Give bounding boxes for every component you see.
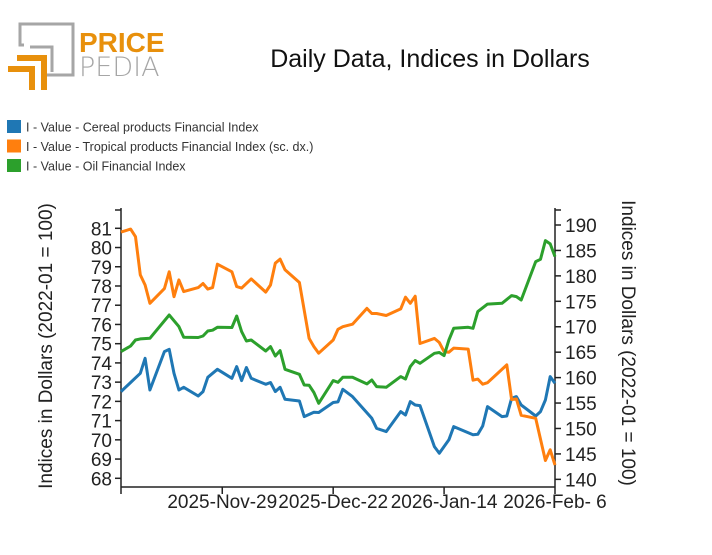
pricepedia-logo: PRICE PEDIA (8, 22, 165, 90)
y-axis-label-right: Indices in Dollars (2022-01 = 100) (617, 200, 638, 486)
y-tick-label-right: 190 (565, 216, 597, 237)
x-tick-label: 2025-Nov-29 (167, 492, 277, 513)
y-tick-label: 81 (91, 219, 112, 240)
plot-lines (119, 227, 557, 466)
y-tick-label: 78 (91, 277, 112, 298)
y-tick-label: 80 (91, 239, 112, 260)
y-tick-label-right: 160 (565, 369, 597, 390)
x-tick-label: 2025-Dec-22 (278, 492, 388, 513)
y-tick-label-right: 180 (565, 267, 597, 288)
y-axis-label-left: Indices in Dollars (2022-01 = 100) (36, 203, 57, 489)
y-tick-label-right: 155 (565, 394, 597, 415)
y-tick-label: 79 (91, 258, 112, 279)
y-tick-label: 69 (91, 450, 112, 471)
y-tick-label: 72 (91, 392, 112, 413)
y-tick-label: 75 (91, 335, 112, 356)
series-line (119, 347, 557, 455)
logo-text-bottom: PEDIA (79, 52, 160, 83)
y-tick-label-right: 165 (565, 343, 597, 364)
y-tick-label-right: 145 (565, 445, 597, 466)
y-tick-label: 76 (91, 315, 112, 336)
legend: I - Value - Cereal products Financial In… (7, 120, 313, 174)
logo-text-top: PRICE (79, 27, 165, 58)
legend-swatch (7, 139, 21, 153)
y-tick-label: 71 (91, 412, 112, 433)
y-tick-label: 77 (91, 296, 112, 317)
y-tick-label: 74 (91, 354, 113, 375)
legend-swatch (7, 120, 21, 133)
y-tick-label: 68 (91, 469, 112, 490)
y-tick-label-right: 140 (565, 470, 597, 491)
y-tick-label-right: 185 (565, 241, 597, 262)
y-tick-label: 73 (91, 373, 112, 394)
y-tick-label: 70 (91, 431, 112, 452)
x-tick-label: 2026-Jan-14 (391, 492, 498, 513)
y-tick-label-right: 170 (565, 318, 597, 339)
legend-label: I - Value - Oil Financial Index (26, 160, 186, 174)
legend-label: I - Value - Cereal products Financial In… (26, 121, 259, 135)
legend-label: I - Value - Tropical products Financial … (26, 140, 313, 154)
series-line (120, 239, 557, 405)
y-tick-label-right: 150 (565, 419, 597, 440)
y-tick-label-right: 175 (565, 292, 597, 313)
x-tick-label: 2026-Feb- 6 (503, 492, 607, 513)
chart-title: Daily Data, Indices in Dollars (270, 45, 590, 73)
legend-swatch (7, 159, 21, 172)
series-line (120, 227, 557, 466)
